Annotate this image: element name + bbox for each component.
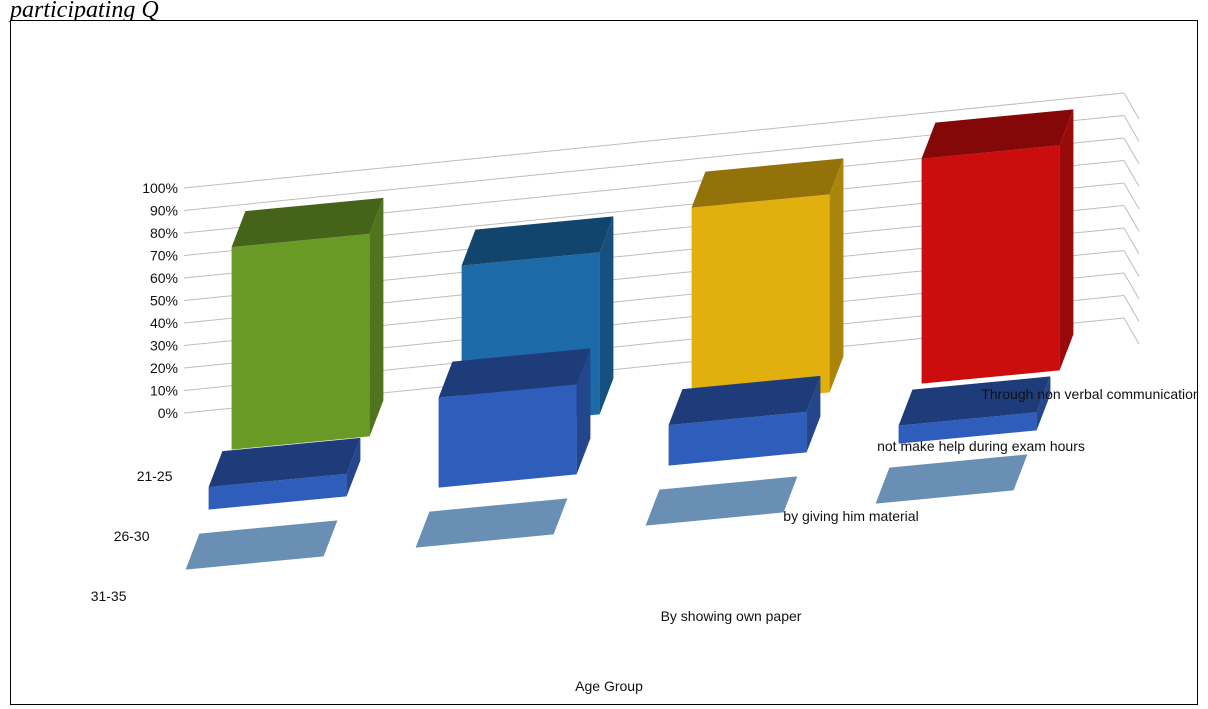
gridline-back — [183, 92, 1125, 189]
bar-side — [369, 197, 384, 437]
y-tick-label: 0% — [158, 405, 178, 421]
bar-front — [691, 194, 830, 406]
bar-side — [576, 348, 591, 475]
bar-side — [1036, 376, 1051, 431]
bar-31-35-2 — [415, 498, 568, 548]
gridline-side — [1123, 295, 1140, 322]
y-tick-label: 20% — [150, 360, 178, 376]
bar-top — [898, 376, 1051, 426]
y-tick-label: 100% — [142, 180, 178, 196]
bar-31-35-4 — [875, 454, 1028, 504]
series-labels: By showing own paper by giving him materi… — [661, 386, 1197, 624]
bar-side — [599, 216, 614, 415]
bar-top — [438, 348, 591, 398]
bar-front — [231, 233, 370, 450]
bar-top — [668, 375, 821, 426]
gridline-side — [1123, 205, 1140, 232]
y-tick-label: 80% — [150, 225, 178, 241]
bar-26-30-4 — [898, 376, 1051, 444]
bar-26-30-3 — [668, 375, 821, 466]
bar-front — [668, 411, 807, 466]
y-axis-ticks: 0% 10% 20% 30% 40% 50% 60% 70% 80% 90% 100% — [142, 180, 178, 421]
bar-31-35-3 — [645, 476, 798, 526]
gridline-side — [1123, 92, 1140, 120]
gridline-side — [1123, 115, 1140, 142]
gridline-side — [1123, 317, 1140, 345]
category-labels: 21-25 26-30 31-35 — [91, 468, 173, 604]
bar-floor-tile — [645, 476, 798, 526]
gridline-side — [1123, 160, 1140, 187]
gridline-side — [1123, 182, 1140, 210]
gridline-side — [1123, 137, 1140, 165]
category-label: 31-35 — [91, 588, 127, 604]
bar-top — [461, 216, 614, 266]
bar-floor-tile — [185, 520, 338, 570]
chart-3d-bar: 0%10%20%30%40%50%60%70%80%90%100% 21-252… — [91, 92, 1197, 694]
bar-front — [921, 145, 1060, 384]
y-tick-label: 70% — [150, 248, 178, 264]
series-label: By showing own paper — [661, 608, 802, 624]
x-axis-title: Age Group — [575, 678, 643, 694]
bar-31-35-1 — [185, 520, 338, 570]
y-tick-label: 30% — [150, 338, 178, 354]
y-tick-label: 60% — [150, 270, 178, 286]
y-tick-label: 10% — [150, 383, 178, 399]
chart-frame: 0% 10% 20% 30% 40% 50% 60% 70% 80% 90% 100% 21-25 2… — [10, 20, 1198, 705]
bar-side — [346, 437, 361, 497]
bars — [185, 109, 1074, 570]
bar-floor-tile — [875, 454, 1028, 504]
gridline-side — [1123, 272, 1140, 300]
gridline-side — [1123, 250, 1140, 277]
series-label: Through non verbal communication — [981, 386, 1197, 402]
bar-floor-tile — [415, 498, 568, 548]
bar-top — [231, 197, 384, 248]
bar-top — [208, 437, 361, 488]
y-tick-label: 90% — [150, 203, 178, 219]
bar-front — [898, 412, 1037, 444]
bar-side — [829, 158, 844, 393]
bar-21-25-4 — [921, 109, 1074, 384]
series-label: not make help during exam hours — [877, 438, 1085, 454]
y-tick-label: 40% — [150, 315, 178, 331]
bar-side — [806, 375, 821, 453]
series-label: by giving him material — [783, 508, 918, 524]
y-tick-label: 50% — [150, 293, 178, 309]
gridline-side — [1123, 227, 1140, 255]
bar-26-30-1 — [208, 437, 361, 510]
bar-front — [208, 473, 347, 510]
bar-21-25-3 — [691, 158, 844, 406]
category-label: 26-30 — [114, 528, 150, 544]
bar-top — [691, 158, 844, 208]
bar-21-25-1 — [231, 197, 384, 450]
bar-top — [921, 109, 1074, 159]
bar-26-30-2 — [438, 348, 591, 488]
bar-side — [1059, 109, 1074, 371]
category-label: 21-25 — [137, 468, 173, 484]
bar-front — [438, 384, 577, 488]
